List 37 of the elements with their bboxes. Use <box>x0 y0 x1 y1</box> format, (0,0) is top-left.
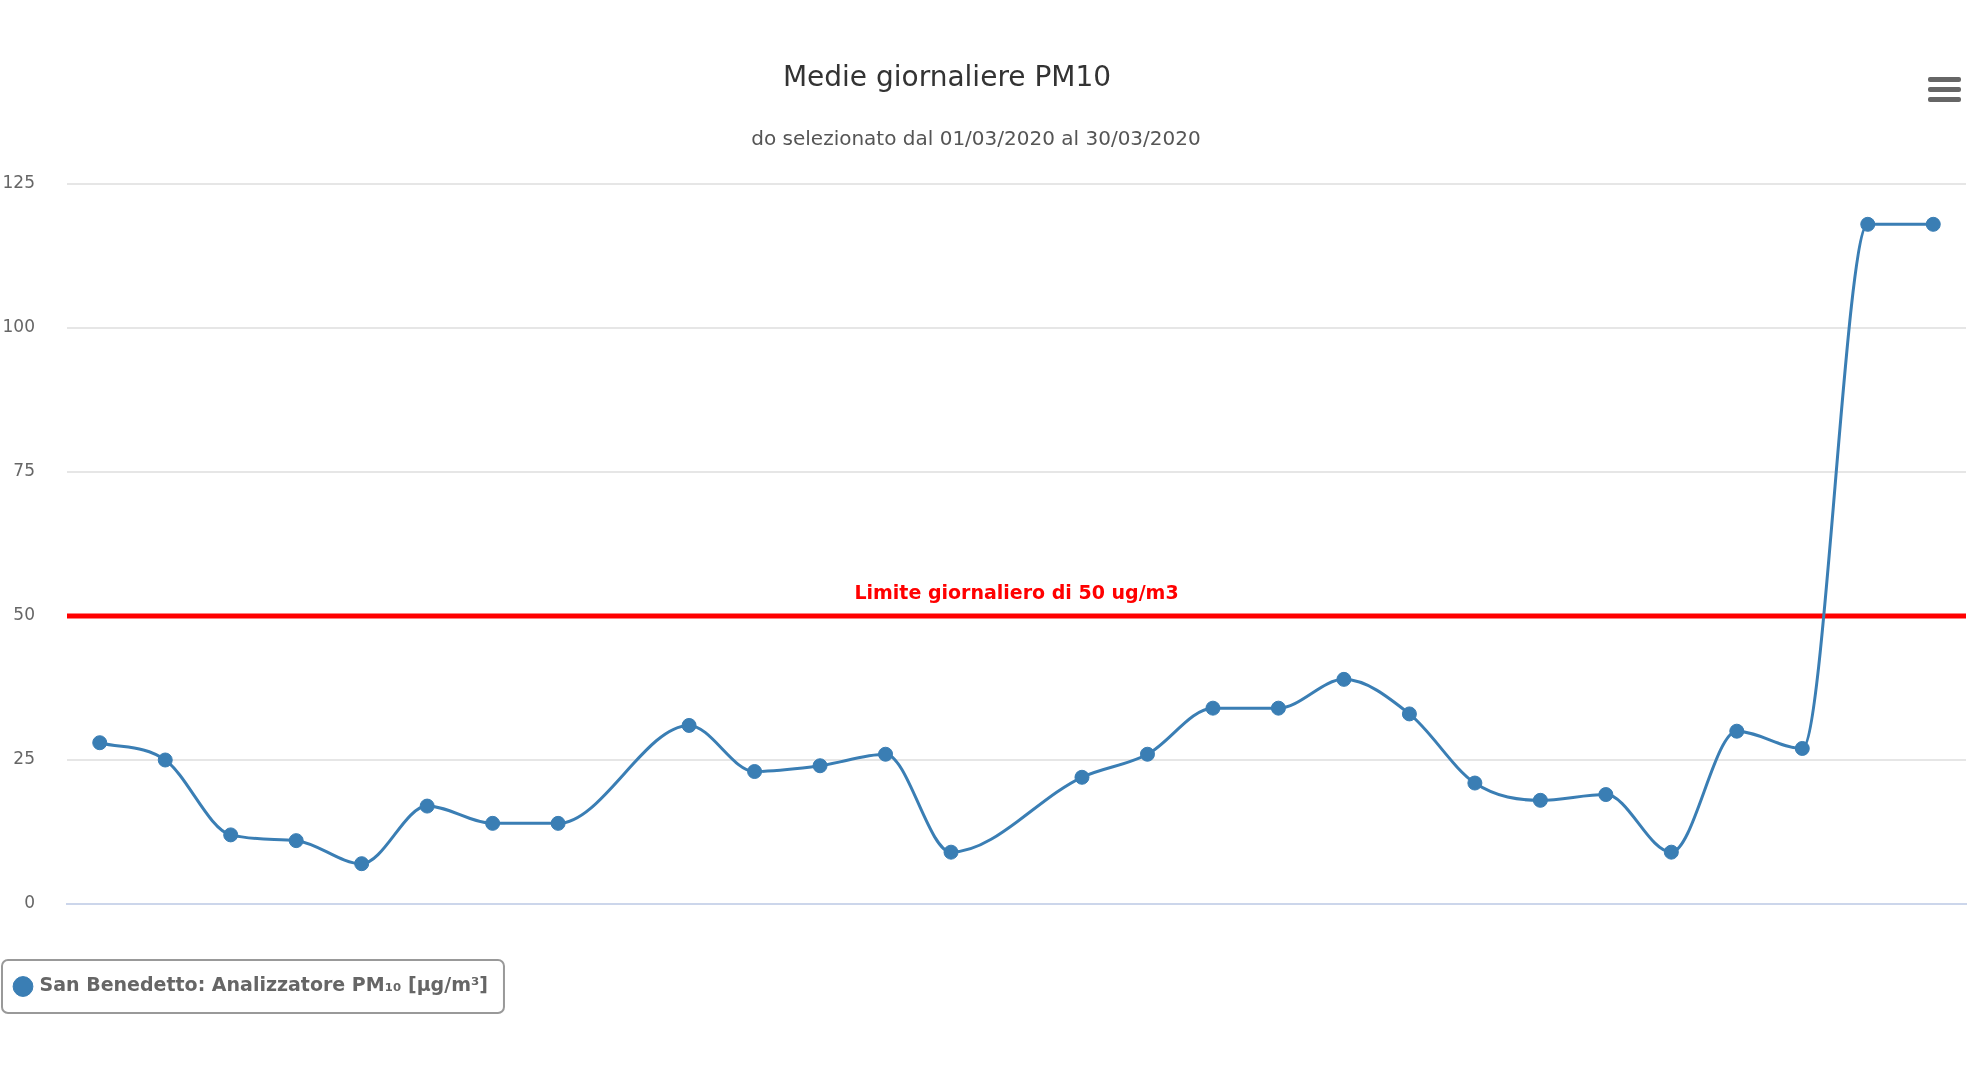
legend-label: San Benedetto: Analizzatore PM₁₀ [µg/m³] <box>39 973 488 996</box>
point <box>1074 769 1090 785</box>
point <box>878 746 894 762</box>
point <box>1729 723 1745 739</box>
point <box>1925 216 1941 232</box>
y-tick-label: 75 <box>13 460 35 481</box>
point <box>1532 792 1548 808</box>
point <box>1860 216 1876 232</box>
point <box>1794 740 1810 756</box>
point <box>288 833 304 849</box>
point <box>485 815 501 831</box>
point <box>550 815 566 831</box>
point <box>1598 787 1614 803</box>
chart-title: Medie giornaliere PM10 <box>782 60 1112 93</box>
ref-line-label: Limite giornaliero di 50 ug/m3 <box>854 581 1179 604</box>
y-tick-label: 25 <box>13 748 35 769</box>
point <box>157 752 173 768</box>
point <box>223 827 239 843</box>
point <box>943 844 959 860</box>
point <box>681 717 697 733</box>
point <box>419 798 435 814</box>
point <box>747 764 763 780</box>
y-tick-label: 0 <box>24 892 35 913</box>
point <box>1270 700 1286 716</box>
point <box>354 856 370 872</box>
point <box>812 758 828 774</box>
chart-subtitle: do selezionato dal 01/03/2020 al 30/03/2020 <box>751 126 1201 150</box>
point <box>1336 671 1352 687</box>
point <box>92 735 108 751</box>
point <box>1401 706 1417 722</box>
point <box>1139 746 1155 762</box>
point <box>1467 775 1483 791</box>
point <box>1205 700 1221 716</box>
y-tick-label: 100 <box>2 316 35 337</box>
y-tick-label: 125 <box>2 172 35 193</box>
y-tick-label: 50 <box>13 604 35 625</box>
point <box>1663 844 1679 860</box>
